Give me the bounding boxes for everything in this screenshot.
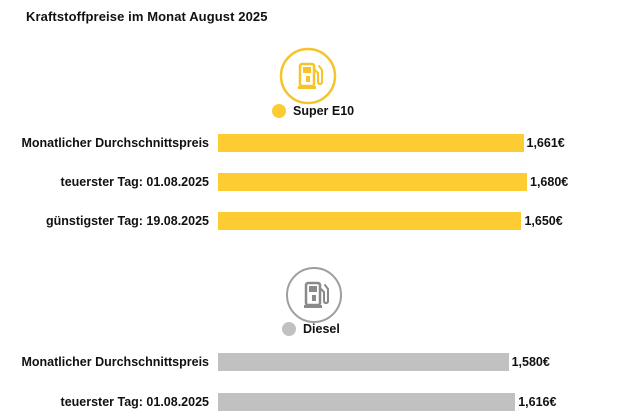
legend-super-label: Super E10	[293, 104, 355, 118]
bar-diesel-0	[218, 353, 509, 371]
bar-super-1	[218, 173, 527, 191]
legend-diesel: Diesel	[282, 322, 340, 336]
bar-value-label: 1,661€	[526, 136, 565, 150]
legend-super: Super E10	[272, 104, 354, 118]
bar-label: günstigster Tag: 19.08.2025	[45, 214, 209, 228]
bar-diesel-1	[218, 393, 516, 411]
bar-row: günstigster Tag: 19.08.2025 1,650€	[0, 212, 630, 230]
bar-row: teuerster Tag: 01.08.2025 1,680€	[0, 173, 630, 191]
bar-super-2	[218, 212, 522, 230]
chart-title: Kraftstoffpreise im Monat August 2025	[26, 9, 268, 24]
bar-value-label: 1,650€	[524, 214, 563, 228]
legend-diesel-dot	[282, 322, 296, 336]
bar-row: Monatlicher Durchschnittspreis 1,580€	[0, 353, 630, 371]
bar-value-label: 1,580€	[511, 355, 550, 369]
bar-row: teuerster Tag: 01.08.2025 1,616€	[0, 393, 630, 411]
bar-label: Monatlicher Durchschnittspreis	[21, 355, 209, 369]
bar-super-0	[218, 134, 524, 152]
legend-diesel-label: Diesel	[303, 322, 340, 336]
diesel-fuel-pump-icon	[284, 265, 344, 330]
bar-label: teuerster Tag: 01.08.2025	[60, 395, 209, 409]
bar-label: teuerster Tag: 01.08.2025	[60, 175, 209, 189]
bar-value-label: 1,680€	[530, 175, 569, 189]
bar-value-label: 1,616€	[518, 395, 557, 409]
legend-super-dot	[272, 104, 286, 118]
super-fuel-pump-icon	[278, 46, 338, 111]
bar-label: Monatlicher Durchschnittspreis	[21, 136, 209, 150]
bar-row: Monatlicher Durchschnittspreis 1,661€	[0, 134, 630, 152]
